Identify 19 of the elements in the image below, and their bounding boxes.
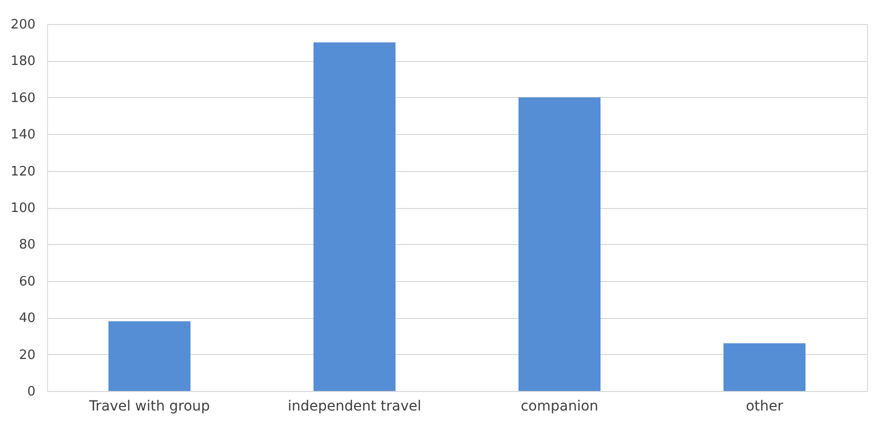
y-tick-label: 40 [18,311,36,326]
y-tick-label: 100 [10,201,36,216]
bar [314,42,396,391]
x-tick-label: independent travel [288,398,422,414]
y-tick-label: 0 [27,384,36,400]
y-tick-label: 60 [18,274,36,290]
x-tick-label: other [746,398,784,414]
y-tick-label: 20 [18,348,36,363]
y-tick-label: 80 [18,238,36,253]
y-tick-label: 140 [10,128,36,143]
y-tick-label: 160 [10,90,36,106]
y-tick-label: 200 [10,18,36,32]
bar [518,97,600,391]
y-tick-label: 120 [10,164,36,180]
bar [724,343,806,391]
bar [108,321,190,391]
x-tick-label: Travel with group [88,398,210,414]
y-tick-label: 180 [10,54,36,70]
x-tick-label: companion [520,398,598,414]
